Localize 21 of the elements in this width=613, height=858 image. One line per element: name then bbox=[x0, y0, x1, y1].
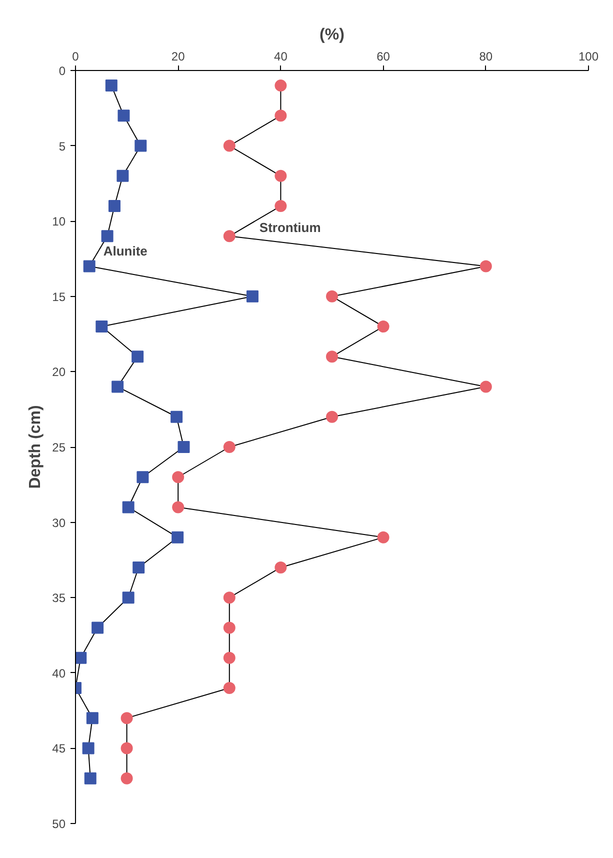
x-tick-label: 0 bbox=[72, 50, 80, 64]
y-tick-label: 0 bbox=[58, 64, 66, 78]
y-tick-label: 40 bbox=[52, 666, 66, 680]
x-tick-label: 40 bbox=[274, 50, 288, 64]
x-tick-label: 80 bbox=[479, 50, 493, 64]
series-label: Strontium bbox=[259, 220, 321, 236]
series-label: Alunite bbox=[103, 243, 148, 258]
y-tick-label: 45 bbox=[52, 742, 66, 756]
y-tick-label: 35 bbox=[52, 591, 66, 606]
y-tick-label: 25 bbox=[52, 440, 66, 454]
x-axis-title: (%) bbox=[320, 26, 344, 44]
y-tick-label: 15 bbox=[52, 290, 66, 304]
y-tick-label: 30 bbox=[52, 516, 66, 530]
y-tick-label: 10 bbox=[52, 214, 66, 229]
y-tick-label: 20 bbox=[52, 365, 66, 380]
y-tick-label: 50 bbox=[52, 817, 66, 831]
y-tick-label: 5 bbox=[58, 139, 66, 154]
y-axis-title: Depth (cm) bbox=[27, 405, 44, 489]
x-tick-label: 100 bbox=[578, 50, 599, 64]
x-tick-label: 20 bbox=[171, 50, 186, 64]
x-tick-label: 60 bbox=[376, 50, 390, 64]
